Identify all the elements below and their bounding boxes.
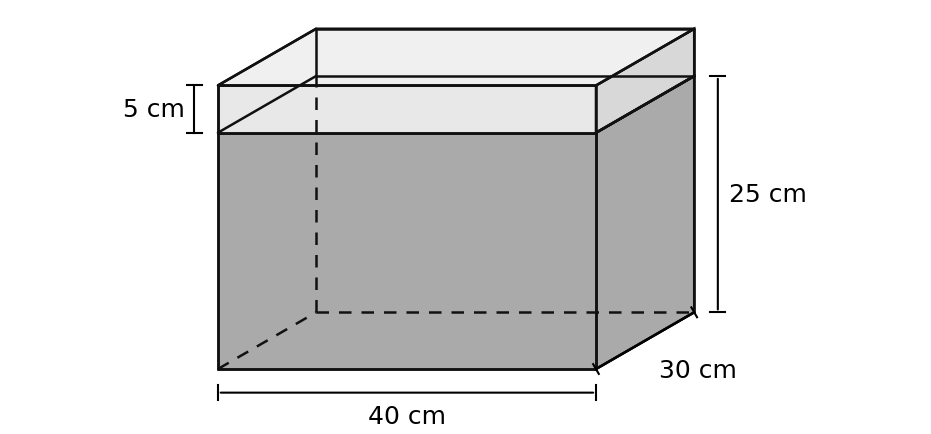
Polygon shape: [218, 133, 596, 369]
Polygon shape: [218, 86, 596, 133]
Polygon shape: [596, 77, 695, 369]
Text: 25 cm: 25 cm: [729, 183, 807, 207]
Polygon shape: [218, 77, 695, 133]
Text: 40 cm: 40 cm: [368, 404, 446, 428]
Polygon shape: [218, 30, 695, 86]
Polygon shape: [596, 30, 695, 133]
Text: 30 cm: 30 cm: [659, 358, 737, 382]
Text: 5 cm: 5 cm: [123, 98, 185, 122]
